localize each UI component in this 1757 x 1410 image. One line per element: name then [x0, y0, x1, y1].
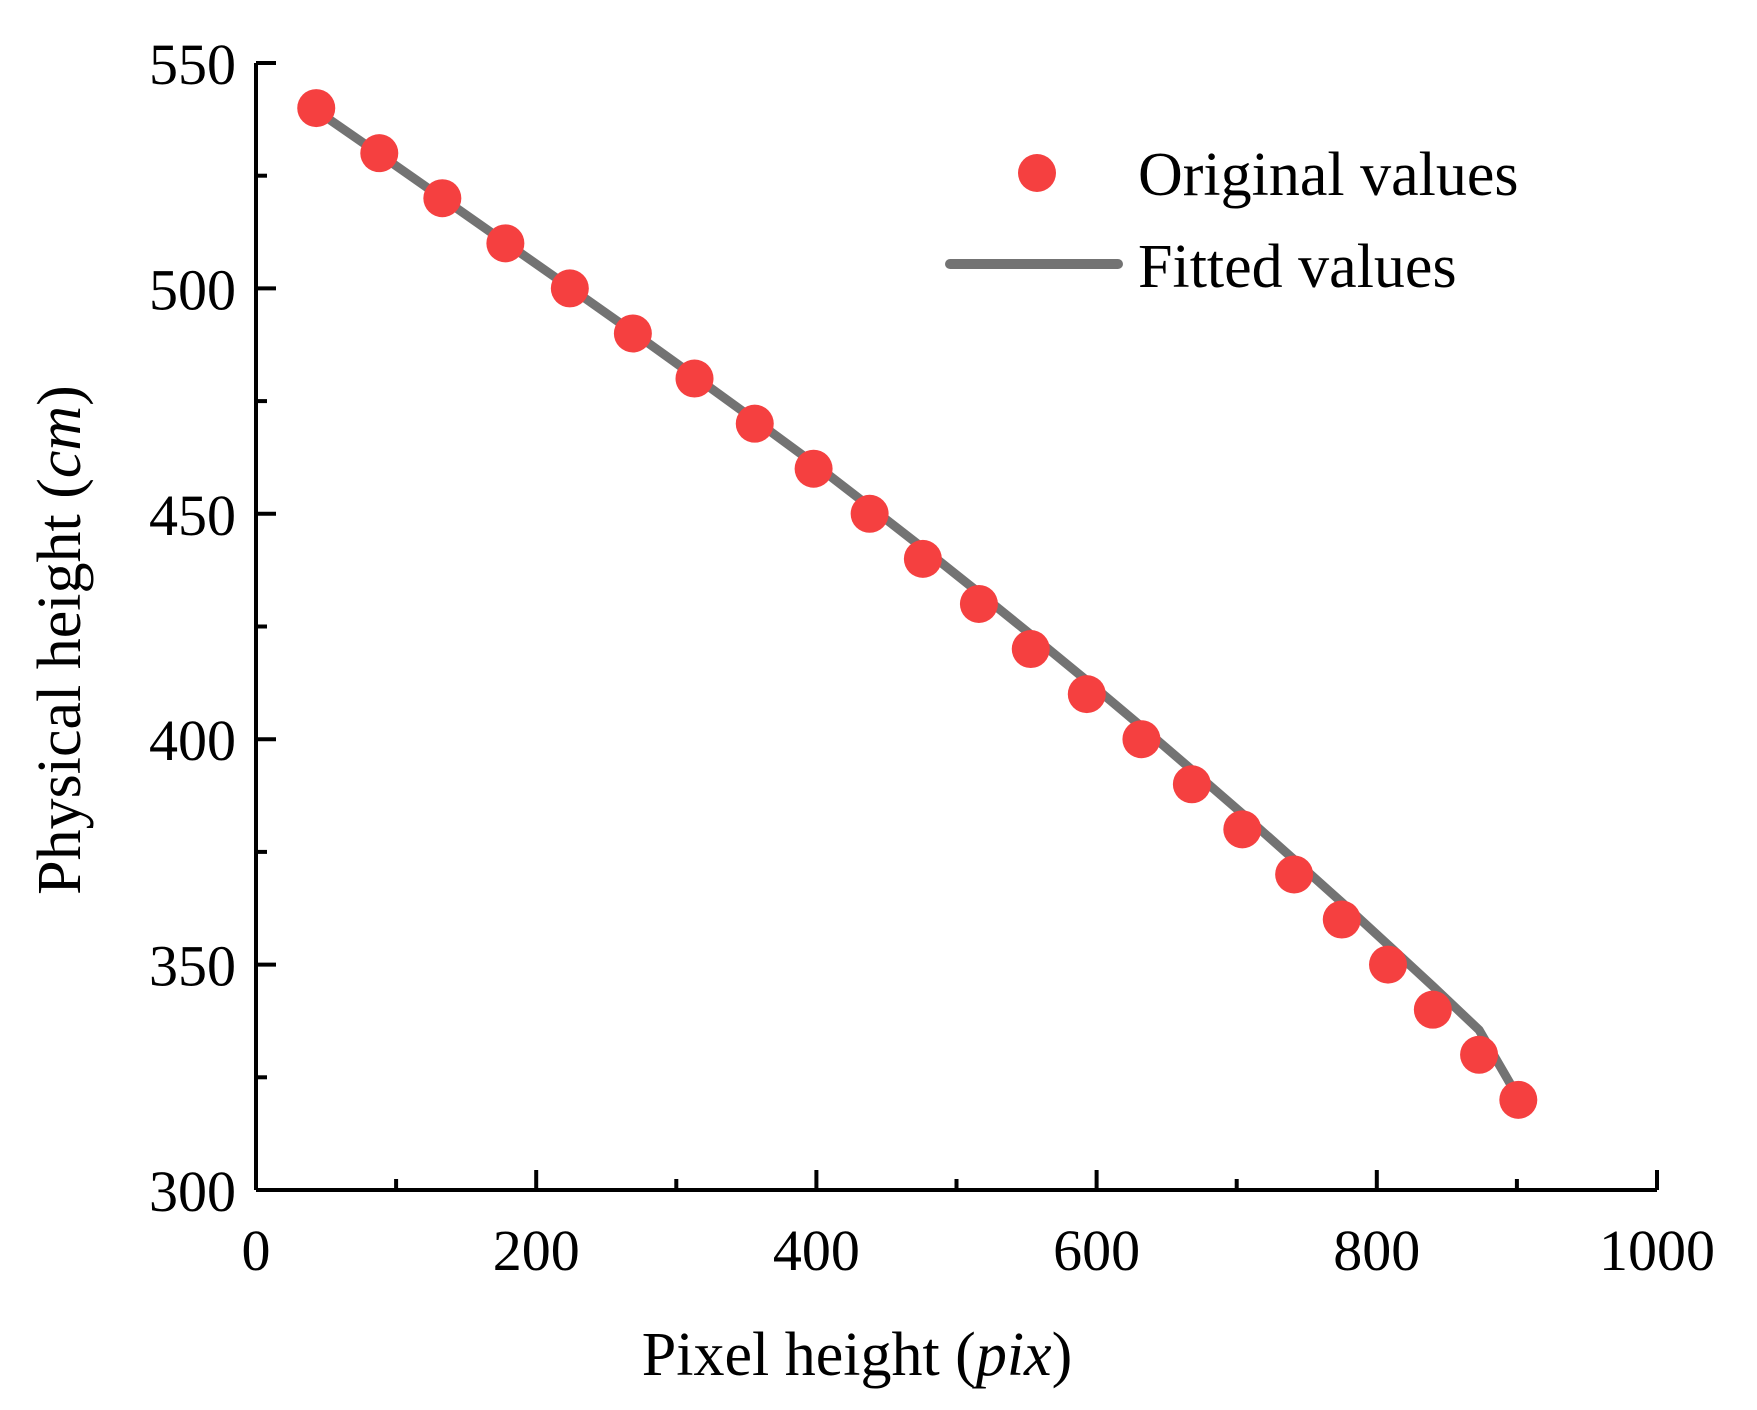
y-tick-label: 500 [149, 257, 236, 322]
data-point [550, 269, 589, 308]
legend-marker-original [1018, 154, 1056, 192]
data-point [1223, 810, 1262, 849]
x-tick-label: 600 [1053, 1218, 1140, 1283]
data-point [1067, 675, 1106, 714]
x-axis-title: Pixel height (pix) [642, 1321, 1072, 1389]
axes-layer: 0 200 400 600 800 1000 300 350 400 450 500 550 [149, 32, 1715, 1283]
data-point [1460, 1035, 1499, 1074]
data-point [850, 494, 889, 533]
x-tick-label: 400 [773, 1218, 860, 1283]
data-point [1011, 630, 1050, 669]
data-point [1275, 855, 1314, 894]
y-tick-label: 400 [149, 708, 236, 773]
legend: Original values Fitted values [945, 141, 1519, 301]
x-tick-label: 1000 [1599, 1218, 1715, 1283]
y-tick-label: 550 [149, 32, 236, 97]
legend-label-fitted: Fitted values [1138, 233, 1457, 301]
y-tick-label: 300 [149, 1159, 236, 1224]
data-point [675, 359, 714, 398]
data-point [423, 179, 462, 218]
data-point [1413, 990, 1452, 1029]
data-point [1172, 765, 1211, 804]
y-tick-label: 450 [149, 483, 236, 548]
data-point [903, 539, 942, 578]
data-point [613, 314, 652, 353]
x-tick-label: 0 [242, 1218, 271, 1283]
legend-label-original: Original values [1138, 141, 1519, 209]
data-point [1369, 945, 1408, 984]
data-point [959, 584, 998, 623]
data-point [297, 89, 336, 128]
points-layer [297, 89, 1538, 1119]
data-point [486, 224, 525, 263]
data-point [1322, 900, 1361, 939]
y-tick-label: 350 [149, 934, 236, 999]
data-point [735, 404, 774, 443]
data-point [360, 134, 399, 173]
data-point [1122, 720, 1161, 759]
x-tick-label: 200 [493, 1218, 580, 1283]
data-point [1499, 1080, 1538, 1119]
data-point [794, 449, 833, 488]
y-axis-title: Physical height (cm) [26, 385, 94, 895]
x-tick-label: 800 [1333, 1218, 1420, 1283]
